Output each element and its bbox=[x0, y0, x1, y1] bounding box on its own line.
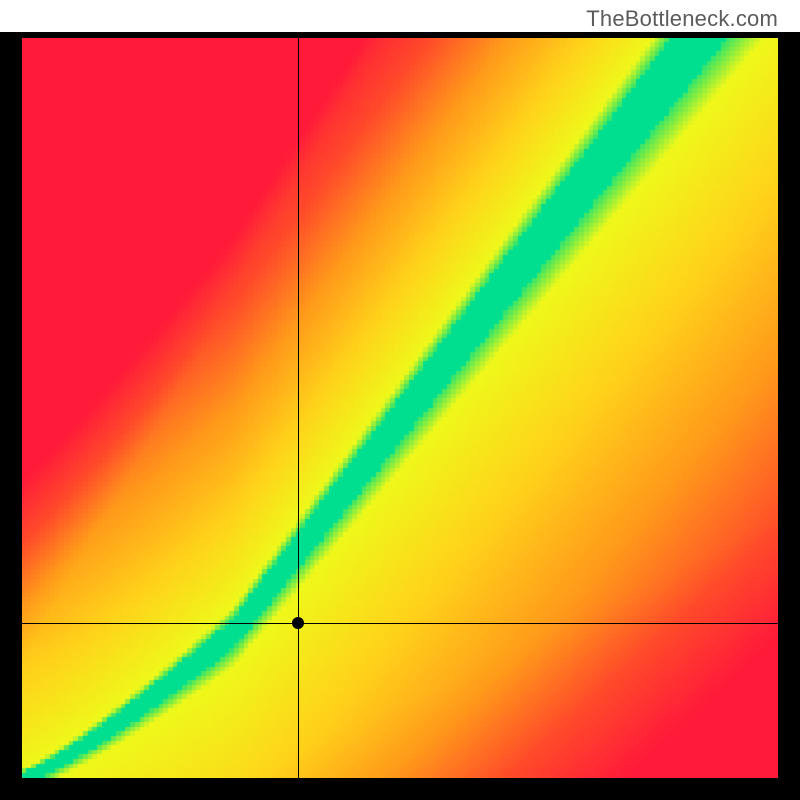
crosshair-marker-dot bbox=[292, 617, 304, 629]
crosshair-horizontal bbox=[22, 623, 778, 624]
watermark-label: TheBottleneck.com bbox=[586, 6, 778, 32]
plot-frame bbox=[0, 32, 800, 800]
crosshair-vertical bbox=[298, 38, 299, 778]
bottleneck-heatmap bbox=[22, 38, 778, 778]
plot-area bbox=[22, 38, 778, 778]
